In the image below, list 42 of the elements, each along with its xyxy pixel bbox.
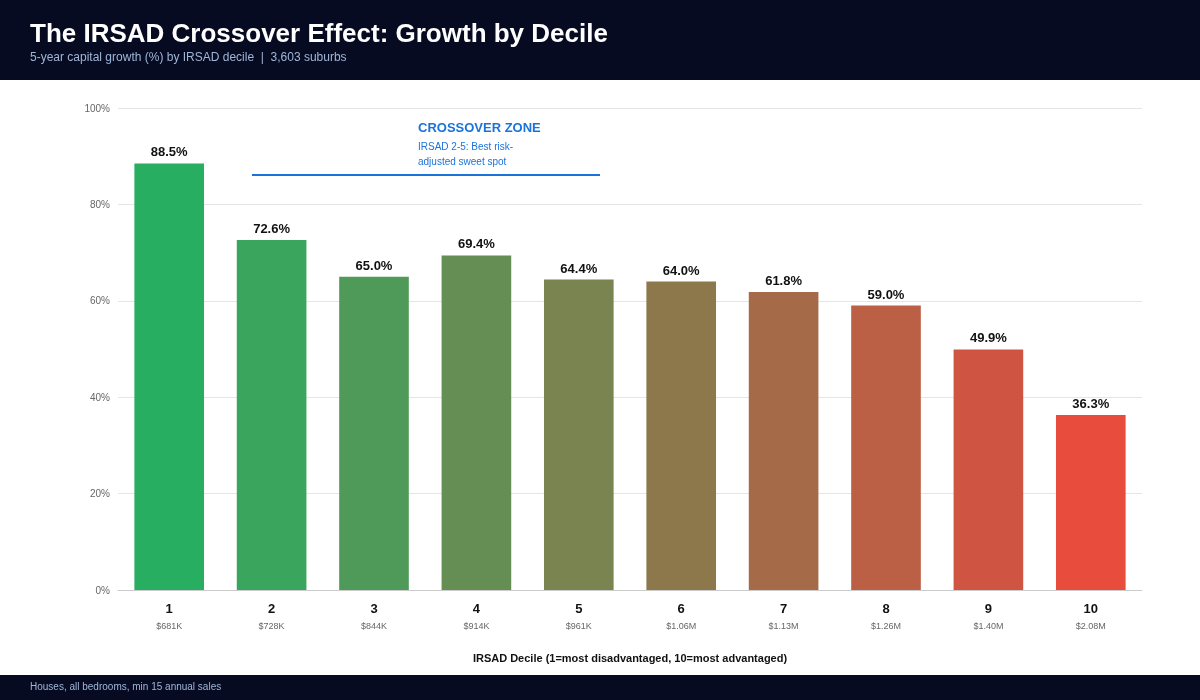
y-tick-label: 40% (89, 391, 111, 403)
data-label: 64.4% (560, 260, 598, 276)
bar (134, 163, 205, 590)
bar (748, 292, 819, 590)
bar (441, 255, 512, 590)
text: Houses, all bedrooms, min 15 annual sales (30, 681, 222, 692)
y-tick-label: 0% (95, 584, 111, 596)
x-axis-title: IRSAD Decile (1=most disadvantaged, 10=most advantaged) (472, 651, 788, 664)
bar (1055, 415, 1126, 590)
y-tick-label: 20% (89, 488, 111, 500)
x-tick-label: 4 $914K (463, 600, 490, 631)
data-label: 69.4% (457, 236, 496, 252)
annotation: CROSSOVER ZONE (418, 120, 541, 135)
bar (236, 240, 307, 590)
data-label: 72.6% (253, 221, 291, 237)
x-tick-label: 5 $961K (565, 600, 592, 631)
x-tick-label: 3 $844K (360, 600, 388, 631)
data-label: 59.0% (867, 286, 905, 302)
bar (953, 349, 1024, 590)
bar (646, 281, 717, 590)
x-tick-label: 9 $1.40M (973, 600, 1004, 631)
chart-subtitle: 5-year capital growth (%) by IRSAD decile | 3,603 suburbs (30, 50, 347, 64)
x-tick-label: 8 $1.26M (870, 600, 902, 631)
x-tick-label: 2 $728K (258, 600, 285, 631)
y-tick-label: 80% (89, 198, 111, 210)
y-tick-label: 100% (84, 102, 111, 114)
x-tick-label: 7 $1.13M (768, 600, 799, 631)
chart-title: The IRSAD Crossover Effect: Growth by Decile (30, 18, 608, 49)
data-label: 36.3% (1072, 396, 1110, 412)
x-tick-label: 1 $681K (156, 600, 183, 631)
data-label: 88.5% (150, 144, 189, 160)
data-label: 65.0% (355, 257, 393, 273)
bar (851, 305, 921, 590)
data-label: 64.0% (662, 262, 701, 278)
bar (543, 279, 614, 590)
data-label: 49.9% (969, 330, 1008, 346)
data-label: 61.8% (765, 273, 803, 289)
x-tick-label: 6 $1.06M (666, 600, 697, 631)
y-tick-label: 60% (89, 295, 111, 307)
x-tick-label: 10 $2.08M (1075, 600, 1106, 631)
annotation: IRSAD 2-5: Best risk-adjusted sweet spot (418, 140, 515, 169)
bar (339, 276, 409, 590)
